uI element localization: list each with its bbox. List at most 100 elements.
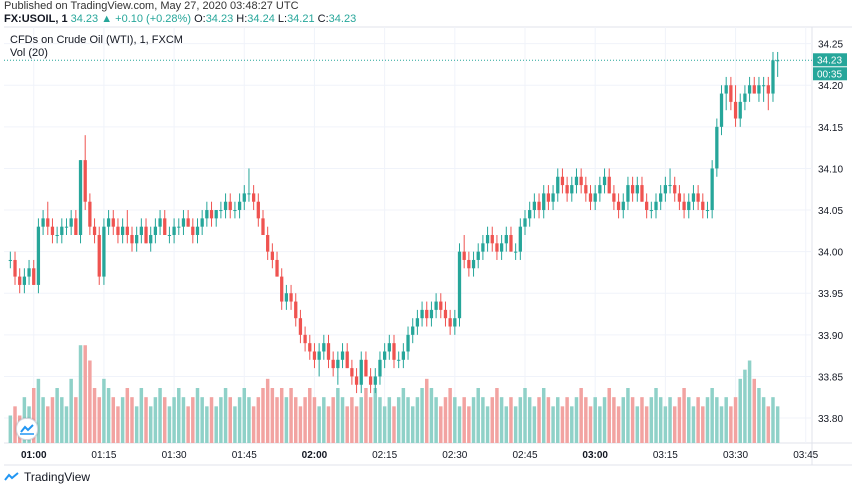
candle-body[interactable] <box>36 226 41 285</box>
candle-body[interactable] <box>46 218 50 227</box>
candle-body[interactable] <box>654 201 658 211</box>
candle-body[interactable] <box>18 276 22 285</box>
candle-body[interactable] <box>747 85 752 94</box>
candle-body[interactable] <box>336 359 340 369</box>
candle-body[interactable] <box>120 226 125 235</box>
candle-body[interactable] <box>565 185 569 194</box>
candle-body[interactable] <box>724 85 728 94</box>
candle-body[interactable] <box>719 93 724 127</box>
candle-body[interactable] <box>612 193 616 202</box>
candle-body[interactable] <box>738 101 742 119</box>
candle-body[interactable] <box>621 201 625 211</box>
candle-body[interactable] <box>312 351 317 360</box>
candle-body[interactable] <box>116 226 120 235</box>
candle-body[interactable] <box>261 218 265 235</box>
candle-body[interactable] <box>710 168 714 211</box>
candle-body[interactable] <box>88 201 92 227</box>
candle-body[interactable] <box>696 193 700 202</box>
candle-body[interactable] <box>251 193 256 202</box>
candle-body[interactable] <box>144 226 148 244</box>
candle-body[interactable] <box>83 160 87 202</box>
candle-body[interactable] <box>509 235 513 252</box>
candle-body[interactable] <box>659 193 663 202</box>
candle-body[interactable] <box>125 226 129 235</box>
candle-body[interactable] <box>130 235 134 244</box>
candle-body[interactable] <box>677 193 682 202</box>
candle-body[interactable] <box>733 101 738 119</box>
candle-body[interactable] <box>701 201 705 211</box>
candle-body[interactable] <box>649 210 653 212</box>
candle-body[interactable] <box>139 226 143 235</box>
candle-body[interactable] <box>588 193 593 202</box>
candle-body[interactable] <box>102 226 106 277</box>
candle-body[interactable] <box>448 318 452 327</box>
candle-body[interactable] <box>645 201 649 211</box>
candle-body[interactable] <box>303 334 307 344</box>
candle-body[interactable] <box>167 235 172 236</box>
candle-body[interactable] <box>13 259 17 277</box>
candle-body[interactable] <box>74 218 78 235</box>
candle-body[interactable] <box>420 309 424 319</box>
candle-body[interactable] <box>186 218 190 227</box>
candle-body[interactable] <box>490 235 494 244</box>
candle-body[interactable] <box>401 351 405 360</box>
candle-body[interactable] <box>378 359 382 377</box>
candle-body[interactable] <box>92 226 97 235</box>
candle-body[interactable] <box>228 201 232 211</box>
candle-body[interactable] <box>593 193 597 202</box>
candle-body[interactable] <box>761 85 766 87</box>
candle-body[interactable] <box>504 235 508 244</box>
candle-body[interactable] <box>364 359 368 377</box>
candle-body[interactable] <box>532 201 537 211</box>
candle-body[interactable] <box>518 226 522 252</box>
candle-body[interactable] <box>247 193 251 195</box>
candle-body[interactable] <box>406 334 410 352</box>
candle-body[interactable] <box>266 235 270 252</box>
candle-body[interactable] <box>542 193 546 211</box>
candle-body[interactable] <box>570 185 574 194</box>
candle-body[interactable] <box>556 176 560 194</box>
candle-body[interactable] <box>682 201 686 211</box>
candle-body[interactable] <box>284 293 289 302</box>
candle-body[interactable] <box>177 226 181 228</box>
candle-body[interactable] <box>397 359 401 361</box>
candle-body[interactable] <box>209 210 214 219</box>
candle-body[interactable] <box>64 226 69 228</box>
candle-body[interactable] <box>630 185 635 194</box>
candle-body[interactable] <box>275 259 279 277</box>
candle-body[interactable] <box>574 176 579 186</box>
candle-body[interactable] <box>354 376 359 385</box>
candle-body[interactable] <box>242 193 246 202</box>
candle-body[interactable] <box>350 368 354 377</box>
candle-body[interactable] <box>715 126 719 169</box>
candle-body[interactable] <box>476 251 480 260</box>
candle-body[interactable] <box>172 226 176 235</box>
candle-body[interactable] <box>383 351 387 360</box>
candle-body[interactable] <box>373 376 377 385</box>
candle-body[interactable] <box>195 226 200 235</box>
candle-body[interactable] <box>673 185 677 194</box>
candle-body[interactable] <box>752 85 756 94</box>
candle-body[interactable] <box>392 343 396 360</box>
candle-body[interactable] <box>663 185 668 194</box>
candle-body[interactable] <box>317 351 321 360</box>
candle-body[interactable] <box>462 251 466 260</box>
candle-body[interactable] <box>602 176 607 186</box>
candle-body[interactable] <box>97 235 101 277</box>
candle-body[interactable] <box>158 218 162 227</box>
candle-body[interactable] <box>551 193 555 202</box>
candle-body[interactable] <box>219 210 223 212</box>
candle-body[interactable] <box>280 276 284 302</box>
candle-body[interactable] <box>640 185 644 202</box>
candle-body[interactable] <box>457 251 462 319</box>
candle-body[interactable] <box>368 376 373 385</box>
candle-body[interactable] <box>499 243 504 252</box>
candle-body[interactable] <box>691 193 696 202</box>
candle-body[interactable] <box>514 251 518 253</box>
candle-body[interactable] <box>191 226 195 235</box>
candle-body[interactable] <box>78 160 83 235</box>
candle-body[interactable] <box>289 293 293 302</box>
candle-body[interactable] <box>607 176 611 194</box>
candle-body[interactable] <box>434 301 438 310</box>
